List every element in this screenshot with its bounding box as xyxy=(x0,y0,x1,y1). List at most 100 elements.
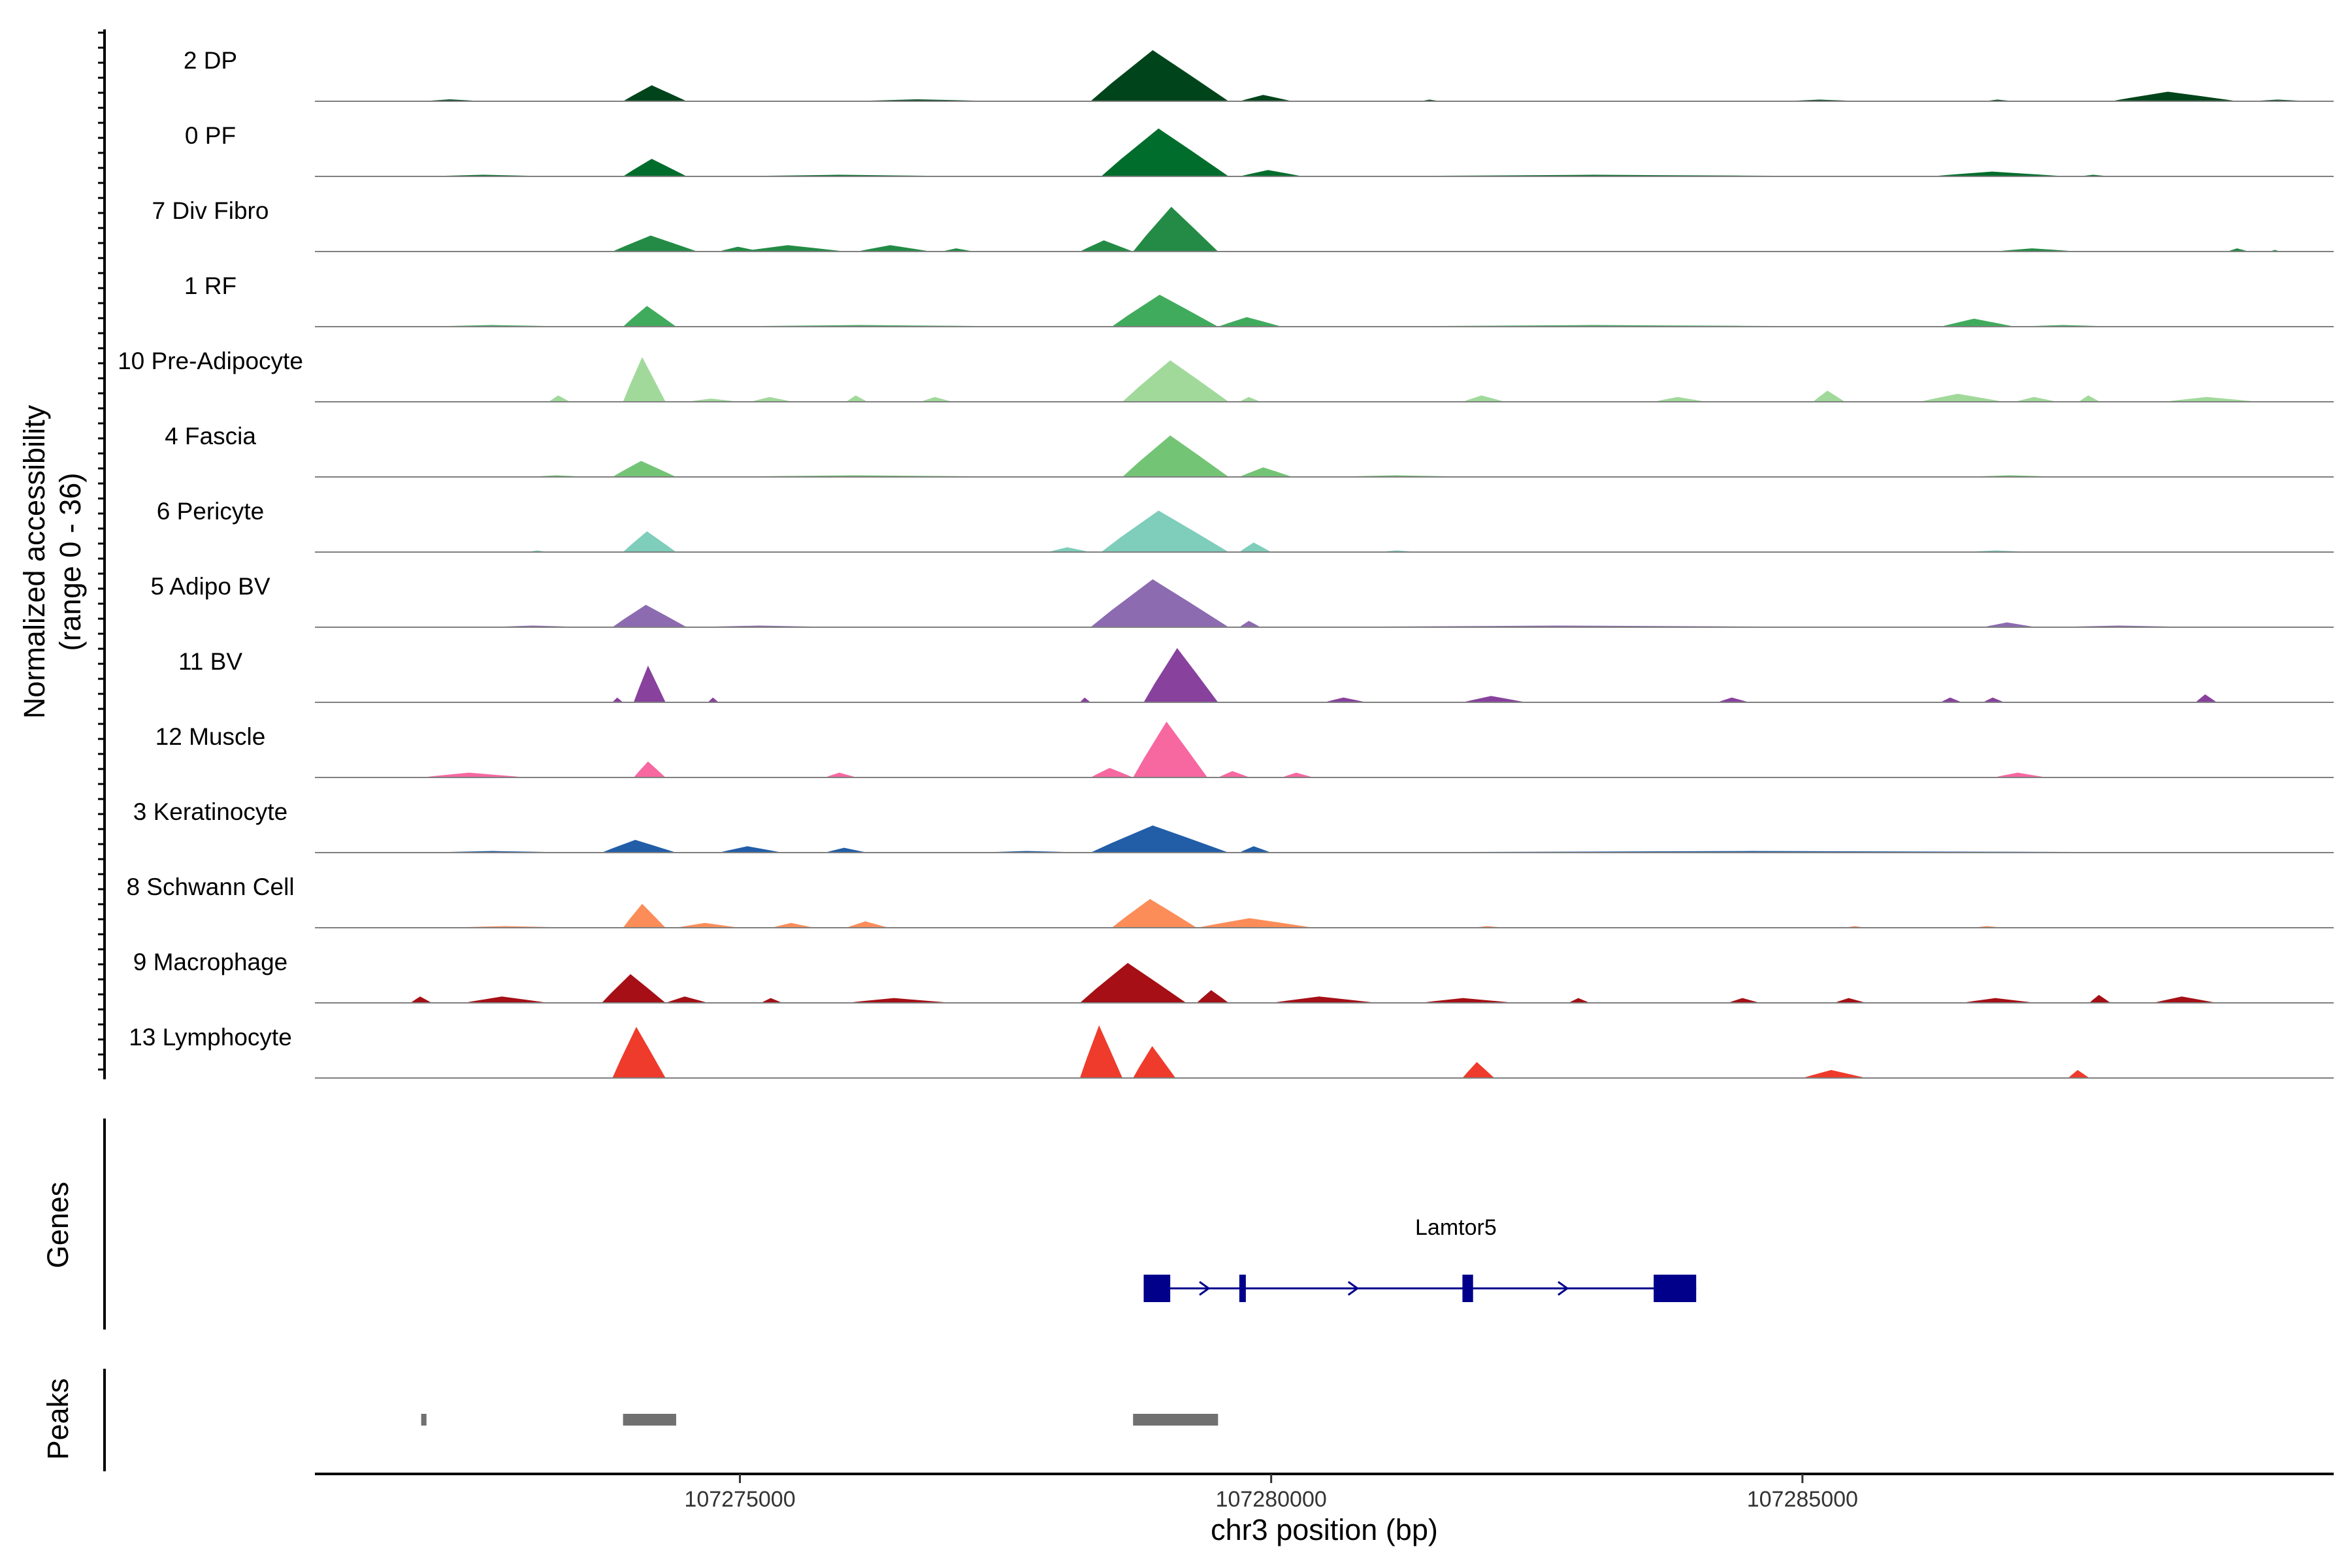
coverage-peak xyxy=(2089,994,2111,1003)
coverage-peak xyxy=(1101,510,1229,552)
coverage-peak xyxy=(1090,768,1134,777)
coverage-peak xyxy=(1940,697,1962,702)
coverage-peak xyxy=(2110,91,2238,101)
coverage-peak xyxy=(708,697,719,702)
coverage-tracks: 2 DP 0 PF 7 Div Fibro 1 RF 10 Pre-Adipocyte 4… xyxy=(118,47,2334,1079)
gene-exon xyxy=(1239,1275,1246,1302)
coverage-peak xyxy=(2068,1070,2089,1078)
coverage-peak xyxy=(846,998,953,1003)
track-6: 4 Fascia xyxy=(165,423,2334,478)
track-label: 5 Adipo BV xyxy=(150,573,270,600)
x-tick-label: 107275000 xyxy=(684,1487,795,1512)
coverage-peak xyxy=(410,996,432,1003)
coverage-peak xyxy=(612,461,676,477)
coverage-peak xyxy=(1133,721,1208,777)
coverage-peak xyxy=(1802,1070,1867,1078)
coverage-peak xyxy=(1090,825,1229,853)
coverage-peak xyxy=(1717,697,1750,702)
coverage-peak xyxy=(1090,579,1229,627)
coverage-peak xyxy=(1940,318,2016,327)
coverage-peak xyxy=(825,847,868,853)
coverage-peak xyxy=(1079,962,1186,1003)
coverage-peak xyxy=(846,921,889,928)
coverage-peak xyxy=(941,248,974,252)
track-label: 13 Lymphocyte xyxy=(129,1024,292,1051)
coverage-peak xyxy=(921,397,953,402)
coverage-peak xyxy=(1079,240,1134,252)
called-peak xyxy=(623,1414,676,1426)
coverage-peak xyxy=(421,772,528,777)
coverage-peak xyxy=(1239,170,1303,176)
coverage-peak xyxy=(772,923,815,928)
gene-Lamtor5: Lamtor5 xyxy=(1143,1215,1697,1302)
coverage-peak xyxy=(1122,360,1229,402)
track-13: 9 Macrophage xyxy=(133,949,2334,1004)
coverage-peak xyxy=(623,159,687,176)
coverage-peak xyxy=(676,923,740,928)
coverage-peak xyxy=(1813,390,1845,402)
coverage-peak xyxy=(1420,998,1516,1003)
track-label: 9 Macrophage xyxy=(133,949,288,975)
coverage-peak xyxy=(1569,998,1590,1003)
track-label: 11 BV xyxy=(178,648,242,675)
coverage-peak xyxy=(1239,467,1293,477)
strand-arrow xyxy=(1347,1281,1360,1296)
track-label: 1 RF xyxy=(184,272,237,299)
track-14: 13 Lymphocyte xyxy=(129,1024,2334,1079)
coverage-peak xyxy=(1961,998,2036,1003)
coverage-peak xyxy=(740,245,847,252)
coverage-peak xyxy=(761,998,783,1003)
coverage-peak xyxy=(1271,996,1378,1003)
coverage-peak xyxy=(1133,1046,1176,1078)
coverage-peak xyxy=(612,235,698,252)
track-label: 8 Schwann Cell xyxy=(126,874,294,900)
track-label: 2 DP xyxy=(184,47,237,74)
coverage-peak xyxy=(1048,547,1091,552)
strand-arrow xyxy=(1199,1281,1211,1296)
coverage-peak xyxy=(750,397,793,402)
coverage-peak xyxy=(602,974,666,1003)
coverage-peak xyxy=(1462,395,1505,402)
gene-track: Lamtor5 xyxy=(1143,1215,1697,1302)
coverage-peak xyxy=(548,395,570,402)
track-8: 5 Adipo BV xyxy=(150,573,2334,628)
coverage-peak xyxy=(2195,694,2217,702)
coverage-peak xyxy=(1239,397,1261,402)
track-label: 7 Div Fibro xyxy=(152,197,269,224)
coverage-peak xyxy=(1324,697,1367,702)
coverage-peak xyxy=(2163,397,2260,402)
peak-track xyxy=(421,1414,1218,1426)
coverage-peak xyxy=(846,395,868,402)
coverage-peak xyxy=(612,697,623,702)
coverage-peak xyxy=(1919,393,2004,402)
y-axis-title: Normalized accessibility xyxy=(18,404,51,719)
track-label: 3 Keratinocyte xyxy=(133,798,288,825)
x-tick-label: 107285000 xyxy=(1747,1487,1858,1512)
y-axis-range: (range 0 - 36) xyxy=(54,473,87,651)
coverage-peak xyxy=(857,245,932,252)
coverage-peak xyxy=(1983,622,2036,627)
coverage-peak xyxy=(1111,295,1218,327)
coverage-peak xyxy=(1930,171,2068,176)
coverage-peak xyxy=(602,840,676,853)
y-axis xyxy=(98,29,106,1079)
coverage-peak xyxy=(2153,996,2217,1003)
track-10: 12 Muscle xyxy=(155,721,2334,778)
coverage-peak xyxy=(612,1026,666,1078)
coverage-peak xyxy=(665,996,708,1003)
track-label: 12 Muscle xyxy=(155,723,266,750)
coverage-peak xyxy=(1728,998,1760,1003)
called-peak xyxy=(421,1414,427,1426)
coverage-peak xyxy=(623,531,676,552)
coverage-peak xyxy=(623,85,687,101)
gene-exon xyxy=(1654,1275,1697,1302)
x-axis-title: chr3 position (bp) xyxy=(1211,1513,1438,1546)
coverage-peak xyxy=(1122,435,1229,477)
gene-exon xyxy=(1462,1275,1473,1302)
track-12: 8 Schwann Cell xyxy=(126,874,2334,928)
coverage-peak xyxy=(623,904,666,928)
coverage-peak xyxy=(623,306,676,327)
coverage-peak xyxy=(633,761,666,777)
strand-arrow xyxy=(1558,1281,1569,1296)
coverage-peak xyxy=(825,772,857,777)
